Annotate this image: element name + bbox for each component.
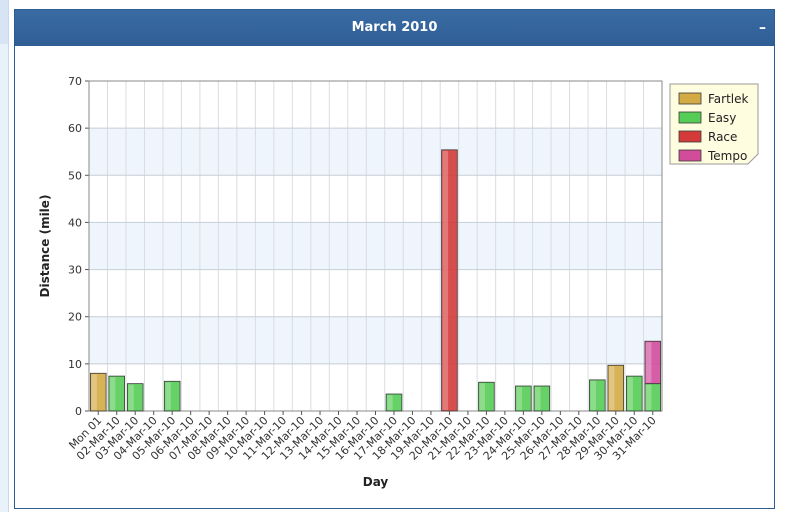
bar-highlight — [165, 382, 171, 410]
bar-tempo — [644, 340, 662, 385]
bar-highlight — [645, 384, 652, 410]
left-sidebar-tab — [0, 0, 8, 44]
plot-band — [89, 316, 662, 364]
bar-highlight — [387, 395, 393, 410]
plot-band — [89, 363, 662, 411]
chart-panel: March 2010 – 0 10 20 30 40 50 60 70 Mon 01 02-Mar… — [14, 9, 775, 509]
bar-highlight — [479, 383, 486, 410]
bar-highlight — [534, 387, 541, 410]
legend-swatch — [678, 111, 702, 124]
y-tick-label: 30 — [68, 264, 82, 277]
legend-item: Tempo — [707, 149, 747, 163]
panel-header: March 2010 – — [15, 10, 774, 46]
legend-swatch — [678, 149, 702, 162]
panel-title: March 2010 — [351, 20, 438, 35]
plot-band — [89, 128, 662, 176]
legend-swatch — [678, 92, 702, 105]
plot-band — [89, 175, 662, 223]
y-tick-label: 40 — [68, 216, 82, 229]
legend-item: Fartlek — [708, 92, 749, 106]
y-tick-label: 10 — [68, 358, 82, 371]
x-axis-title: Day — [363, 475, 389, 489]
bar-highlight — [608, 366, 615, 410]
bar-highlight — [645, 342, 652, 383]
y-tick-label: 50 — [68, 169, 82, 182]
plot-band — [89, 81, 662, 129]
bar-highlight — [91, 374, 97, 410]
y-tick-label: 20 — [68, 311, 82, 324]
bar-highlight — [627, 377, 633, 410]
bar-highlight — [442, 150, 449, 410]
left-sidebar-strip — [0, 0, 9, 512]
collapse-button[interactable]: – — [759, 20, 766, 36]
plot-band — [89, 269, 662, 317]
bar-highlight — [109, 377, 116, 410]
legend-item: Race — [708, 130, 737, 144]
legend-swatch — [678, 130, 702, 143]
y-tick-label: 0 — [75, 405, 82, 418]
y-tick-label: 60 — [68, 122, 82, 135]
y-axis-title: Distance (mile) — [38, 195, 52, 298]
legend-item: Easy — [708, 111, 736, 125]
plot-band — [89, 222, 662, 270]
bar-highlight — [590, 380, 596, 410]
y-tick-label: 70 — [68, 75, 82, 88]
bar-highlight — [128, 384, 134, 410]
bar-highlight — [516, 387, 523, 410]
